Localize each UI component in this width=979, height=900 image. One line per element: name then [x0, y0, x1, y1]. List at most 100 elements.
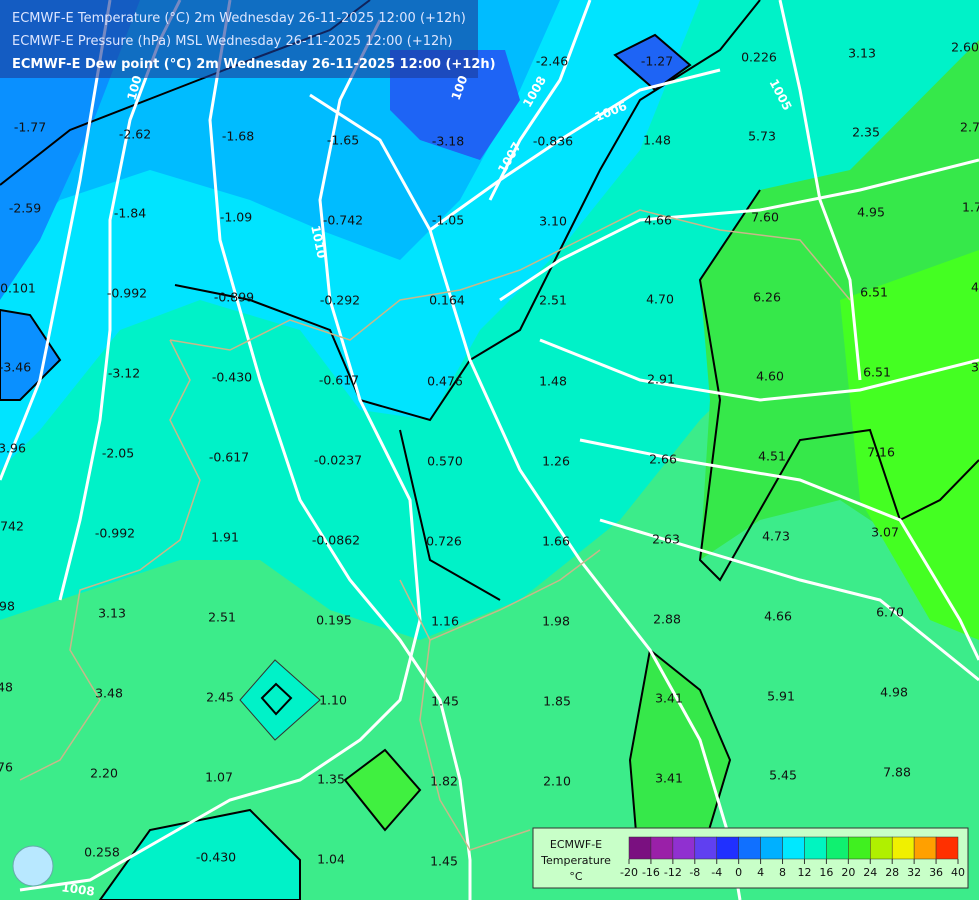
- point-value: 6.51: [863, 365, 891, 380]
- legend-swatch: [848, 836, 871, 860]
- point-value: -3.12: [108, 366, 140, 381]
- legend-swatch: [826, 836, 849, 860]
- point-value: 0.101: [0, 281, 36, 296]
- point-value: 4.60: [756, 369, 784, 384]
- legend-tick-label: -4: [711, 866, 722, 879]
- isobar-label: 1010: [308, 224, 329, 260]
- borders: [19, 209, 851, 851]
- legend-tick-label: 16: [819, 866, 833, 879]
- point-value: 7.88: [883, 765, 911, 780]
- point-value: 3.41: [655, 771, 683, 786]
- zone: [613, 33, 692, 92]
- legend-tick-label: -16: [642, 866, 660, 879]
- point-value: 4: [971, 280, 979, 295]
- point-value: -3.46: [0, 360, 31, 375]
- legend-title: Temperature: [540, 854, 611, 867]
- header-line: ECMWF-E Dew point (°C) 2m Wednesday 26-1…: [12, 57, 496, 72]
- legend-swatch: [804, 836, 827, 860]
- legend-tick-label: -8: [689, 866, 700, 879]
- point-value: -1.09: [220, 210, 252, 225]
- point-value: 1.82: [430, 774, 458, 789]
- legend-swatch: [694, 836, 717, 860]
- point-value: 2.51: [539, 293, 567, 308]
- isobar-label: 100: [125, 74, 145, 102]
- point-value: -2.62: [119, 127, 151, 142]
- point-value: 1.35: [317, 772, 345, 787]
- point-value: 2.88: [653, 612, 681, 627]
- point-value: 0.195: [316, 613, 352, 628]
- legend-tick-label: 36: [929, 866, 943, 879]
- point-value: 2.20: [90, 766, 118, 781]
- zone: [840, 250, 979, 640]
- point-value: 1.85: [543, 694, 571, 709]
- header-box: [0, 0, 478, 78]
- point-value: -1.84: [114, 206, 146, 221]
- logo: [12, 845, 54, 887]
- legend-tick-label: 0: [735, 866, 742, 879]
- point-value: 3.13: [848, 46, 876, 61]
- point-value: 0.258: [84, 845, 120, 860]
- point-value: -2.46: [536, 54, 568, 69]
- legend-swatch: [913, 836, 937, 860]
- legend-tick-label: 4: [757, 866, 764, 879]
- point-value: 1.45: [430, 854, 458, 869]
- point-value: 0.476: [427, 374, 463, 389]
- legend-swatch: [650, 836, 674, 860]
- point-value: -0.742: [323, 213, 363, 228]
- point-value: 6.70: [876, 605, 904, 620]
- point-value: 76: [0, 760, 13, 775]
- point-value: -1.68: [222, 129, 254, 144]
- point-value: 3.96: [0, 441, 26, 456]
- isobar-label: 1008: [61, 880, 96, 899]
- point-value: 1.07: [205, 770, 233, 785]
- point-value: 5.73: [748, 129, 776, 144]
- point-value: 0.164: [429, 293, 465, 308]
- legend-swatch: [672, 836, 696, 860]
- legend-swatch: [628, 836, 652, 860]
- point-value: -0.292: [320, 293, 360, 308]
- legend-swatch: [870, 836, 893, 860]
- point-value: -0.0862: [312, 533, 360, 548]
- point-value: -0.992: [95, 526, 135, 541]
- zone: [343, 748, 422, 832]
- point-value: -0.430: [196, 850, 236, 865]
- point-value: 0.226: [741, 50, 777, 65]
- point-value: 2.7: [960, 120, 979, 135]
- legend-swatch: [935, 836, 959, 860]
- point-value: 4.70: [646, 292, 674, 307]
- point-value: 1.98: [542, 614, 570, 629]
- point-value: 4.98: [880, 685, 908, 700]
- legend-swatch: [716, 836, 739, 860]
- point-value: 1.91: [211, 530, 239, 545]
- point-value: 3.07: [871, 525, 899, 540]
- legend-tick-label: -20: [620, 866, 638, 879]
- point-value: 7.16: [867, 445, 895, 460]
- point-value: 6.26: [753, 290, 781, 305]
- point-value: 3.41: [655, 691, 683, 706]
- point-value: 1.45: [431, 694, 459, 709]
- point-value: 1.66: [542, 534, 570, 549]
- point-value: -0.992: [107, 286, 147, 301]
- point-value: 3.13: [98, 606, 126, 621]
- point-value: 742: [0, 519, 24, 534]
- point-value: 1.16: [431, 614, 459, 629]
- header-line: ECMWF-E Temperature (°C) 2m Wednesday 26…: [12, 11, 466, 26]
- point-value: 2.91: [647, 372, 675, 387]
- point-value: 4.73: [762, 529, 790, 544]
- point-value: 0.726: [426, 534, 462, 549]
- point-value: 98: [0, 599, 15, 614]
- legend-swatch: [891, 836, 915, 860]
- point-value: -1.27: [641, 54, 673, 69]
- header-line: ECMWF-E Pressure (hPa) MSL Wednesday 26-…: [12, 34, 453, 49]
- legend-tick-label: 28: [885, 866, 899, 879]
- point-value: -1.77: [14, 120, 46, 135]
- point-value: 2.10: [543, 774, 571, 789]
- point-value: 48: [0, 680, 13, 695]
- point-value: -0.899: [214, 290, 254, 305]
- point-value: -2.05: [102, 446, 134, 461]
- point-value: 5.45: [769, 768, 797, 783]
- point-value: 2.45: [206, 690, 234, 705]
- point-value: -0.617: [209, 450, 249, 465]
